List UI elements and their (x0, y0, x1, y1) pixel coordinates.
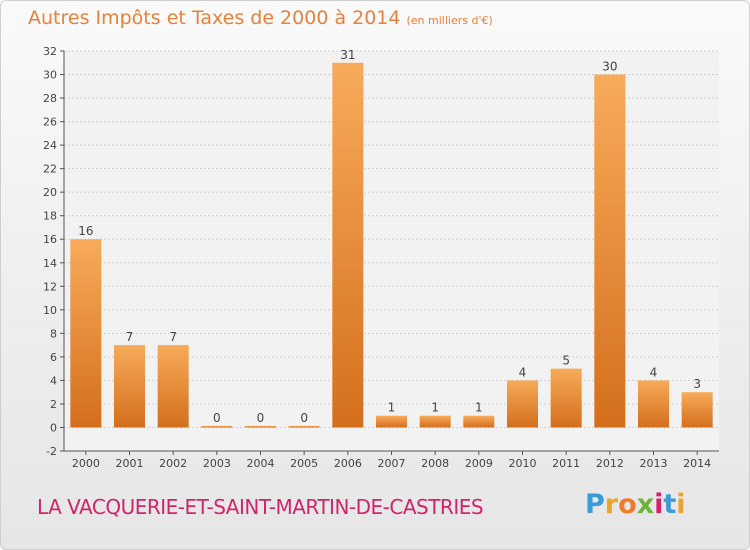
y-tick-label: 4 (50, 374, 57, 387)
y-tick-label: 22 (43, 163, 57, 176)
x-tick-label: 2013 (640, 457, 668, 470)
bar (201, 425, 233, 428)
y-tick-label: 20 (43, 186, 57, 199)
data-label: 7 (169, 330, 177, 344)
logo-letter: t (663, 489, 677, 520)
logo-letter: i (676, 489, 686, 520)
data-label: 31 (340, 48, 355, 62)
bar (681, 392, 713, 428)
bar (594, 74, 626, 428)
y-tick-label: 10 (43, 304, 57, 317)
y-tick-label: 30 (43, 69, 57, 82)
bar (245, 425, 276, 428)
chart-subtitle: (en milliers d'€) (406, 14, 493, 27)
data-label: 16 (78, 224, 93, 238)
y-tick-label: 16 (43, 233, 57, 246)
x-tick-label: 2004 (247, 457, 275, 470)
x-tick-label: 2009 (465, 457, 493, 470)
y-tick-label: 18 (43, 210, 57, 223)
y-tick-label: 2 (50, 398, 57, 411)
data-label: 1 (431, 401, 439, 415)
y-tick-label: 14 (43, 257, 57, 270)
y-tick-label: 0 (50, 421, 57, 434)
data-label: 7 (126, 330, 134, 344)
x-tick-label: 2005 (290, 457, 318, 470)
x-tick-label: 2002 (159, 457, 187, 470)
y-tick-label: 12 (43, 280, 57, 293)
logo-letter: P (585, 489, 605, 520)
y-tick-label: 24 (43, 139, 57, 152)
x-tick-label: 2010 (509, 457, 537, 470)
x-tick-label: 2003 (203, 457, 231, 470)
data-label: 1 (475, 401, 483, 415)
y-tick-label: 8 (50, 327, 57, 340)
y-tick-label: 26 (43, 116, 57, 129)
data-label: 30 (602, 60, 617, 74)
x-tick-label: 2008 (421, 457, 449, 470)
data-label: 1 (388, 401, 396, 415)
bar (376, 415, 407, 428)
y-tick-label: 6 (50, 351, 57, 364)
y-tick-label: 32 (43, 45, 57, 58)
x-tick-label: 2006 (334, 457, 362, 470)
bar (550, 368, 582, 428)
y-tick-label: 28 (43, 92, 57, 105)
data-label: 5 (562, 354, 570, 368)
proxiti-logo: Proxiti (585, 489, 686, 520)
commune-name: LA VACQUERIE-ET-SAINT-MARTIN-DE-CASTRIES (37, 495, 484, 519)
logo-letter: x (636, 489, 655, 520)
bar (638, 380, 669, 428)
bar (419, 415, 451, 428)
data-label: 3 (693, 377, 701, 391)
data-label: 4 (519, 365, 527, 379)
logo-letter: o (618, 489, 637, 520)
x-tick-label: 2014 (683, 457, 711, 470)
bar (288, 425, 320, 428)
bar (114, 345, 145, 428)
bar (332, 62, 364, 428)
bar (463, 415, 495, 428)
x-tick-label: 2007 (378, 457, 406, 470)
chart-title-text: Autres Impôts et Taxes de 2000 à 2014 (28, 7, 401, 29)
chart-title: Autres Impôts et Taxes de 2000 à 2014 (en… (28, 7, 493, 29)
x-tick-label: 2011 (552, 457, 580, 470)
bar (507, 380, 538, 428)
bar (70, 239, 102, 428)
bar (157, 345, 189, 428)
x-tick-label: 2000 (72, 457, 100, 470)
logo-letter: i (654, 489, 664, 520)
x-tick-label: 2001 (116, 457, 144, 470)
data-label: 4 (650, 365, 658, 379)
data-label: 0 (300, 411, 308, 425)
data-label: 0 (257, 411, 265, 425)
x-tick-label: 2012 (596, 457, 624, 470)
y-tick-label: -2 (46, 445, 57, 458)
data-label: 0 (213, 411, 221, 425)
logo-letter: r (604, 489, 619, 520)
